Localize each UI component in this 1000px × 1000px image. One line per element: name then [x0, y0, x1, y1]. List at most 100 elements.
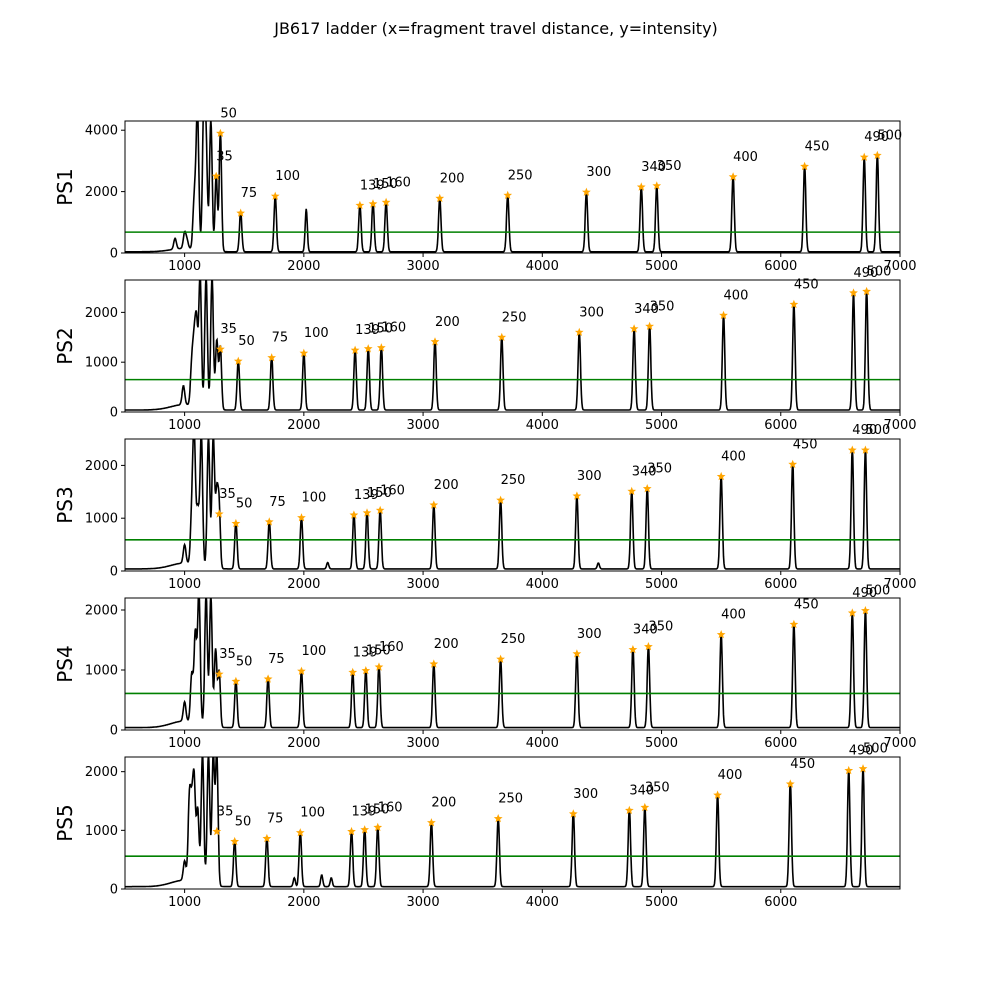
peak-marker: [859, 152, 869, 161]
peak-marker: [849, 288, 858, 297]
peak-marker: [716, 630, 726, 639]
peak-label: 100: [304, 326, 329, 341]
peak-label: 150: [368, 322, 393, 337]
peak-label: 340: [632, 464, 657, 479]
peak-marker: [360, 825, 369, 834]
x-tick-label: 2000: [287, 736, 320, 751]
axes-frame: [124, 756, 901, 890]
peak-label: 350: [645, 780, 670, 795]
x-tick-label: 6000: [764, 736, 797, 751]
peak-label: 490: [852, 423, 877, 438]
peak-marker: [429, 659, 439, 668]
peak-marker: [713, 790, 722, 799]
peak-label: 250: [501, 632, 526, 647]
peak-label: 139: [354, 488, 379, 503]
peak-marker: [496, 495, 505, 504]
peak-label: 450: [794, 597, 819, 612]
peak-label: 35: [220, 322, 237, 337]
x-tick-label: 4000: [526, 259, 559, 274]
x-tick-label: 7000: [883, 418, 916, 433]
peak-marker: [231, 676, 241, 686]
peak-label: 50: [235, 814, 252, 829]
peak-label: 300: [577, 469, 602, 484]
peak-marker: [642, 484, 652, 493]
peak-label: 200: [431, 796, 456, 811]
y-tick-label: 2000: [85, 604, 118, 619]
peak-marker: [800, 161, 809, 171]
peak-label: 50: [220, 106, 237, 121]
x-tick-label: 2000: [287, 577, 320, 592]
peak-label: 75: [272, 331, 289, 346]
peak-marker: [361, 666, 371, 675]
peak-marker: [644, 642, 653, 651]
figure-title: JB617 ladder (x=fragment travel distance…: [273, 19, 718, 38]
peak-label: 500: [865, 423, 890, 438]
peak-label: 350: [650, 299, 675, 314]
peak-marker: [858, 764, 868, 773]
x-tick-label: 6000: [764, 895, 797, 910]
peak-marker: [368, 199, 378, 208]
peak-label: 400: [724, 288, 749, 303]
peak-label: 450: [790, 757, 815, 772]
peak-label: 250: [508, 168, 533, 183]
peak-marker: [362, 508, 372, 517]
peak-label: 450: [793, 437, 818, 452]
peak-label: 150: [367, 486, 392, 501]
x-tick-label: 3000: [407, 418, 440, 433]
peak-marker: [497, 332, 507, 341]
x-tick-label: 3000: [407, 577, 440, 592]
peak-marker: [349, 510, 359, 519]
peak-marker: [847, 608, 857, 617]
peak-marker: [295, 828, 305, 837]
peak-marker: [625, 805, 634, 815]
peak-label: 200: [434, 478, 459, 493]
peak-marker: [628, 645, 638, 654]
peak-marker: [789, 619, 799, 629]
y-tick-label: 2000: [85, 306, 118, 321]
trace-line: [125, 121, 900, 253]
peak-marker: [263, 674, 273, 683]
peak-label: 150: [366, 644, 391, 659]
peak-label: 450: [805, 139, 830, 154]
x-tick-label: 1000: [168, 259, 201, 274]
peak-label: 300: [586, 165, 611, 180]
x-tick-label: 2000: [287, 418, 320, 433]
peak-marker: [429, 500, 439, 509]
y-tick-label: 0: [110, 724, 118, 739]
peak-label: 400: [721, 608, 746, 623]
peak-label: 200: [440, 171, 465, 186]
peak-marker: [211, 171, 221, 180]
peak-marker: [645, 321, 654, 330]
peak-label: 139: [355, 323, 380, 338]
peak-label: 450: [794, 277, 819, 292]
peak-marker: [347, 826, 356, 836]
peak-marker: [728, 172, 738, 181]
peak-marker: [216, 128, 225, 137]
peak-label: 150: [365, 803, 390, 818]
x-tick-label: 5000: [645, 577, 678, 592]
peak-marker: [572, 649, 582, 658]
x-tick-label: 6000: [764, 259, 797, 274]
y-tick-label: 0: [110, 406, 118, 421]
peak-label: 50: [238, 334, 255, 349]
peak-marker: [862, 286, 871, 296]
peak-label: 250: [501, 473, 526, 488]
peak-label: 400: [721, 449, 746, 464]
peak-marker: [582, 187, 591, 196]
y-axis-label: PS2: [53, 327, 77, 364]
peak-label: 139: [352, 805, 377, 820]
peak-marker: [373, 822, 383, 832]
peak-marker: [270, 191, 280, 200]
y-tick-label: 0: [110, 247, 118, 262]
peak-label: 490: [852, 586, 877, 601]
peak-label: 490: [864, 130, 889, 145]
peak-label: 160: [378, 800, 403, 815]
x-tick-label: 4000: [526, 895, 559, 910]
x-tick-label: 6000: [764, 418, 797, 433]
peak-label: 300: [573, 787, 598, 802]
peak-label: 75: [268, 652, 285, 667]
peak-marker: [355, 200, 365, 210]
peak-marker: [788, 459, 798, 469]
